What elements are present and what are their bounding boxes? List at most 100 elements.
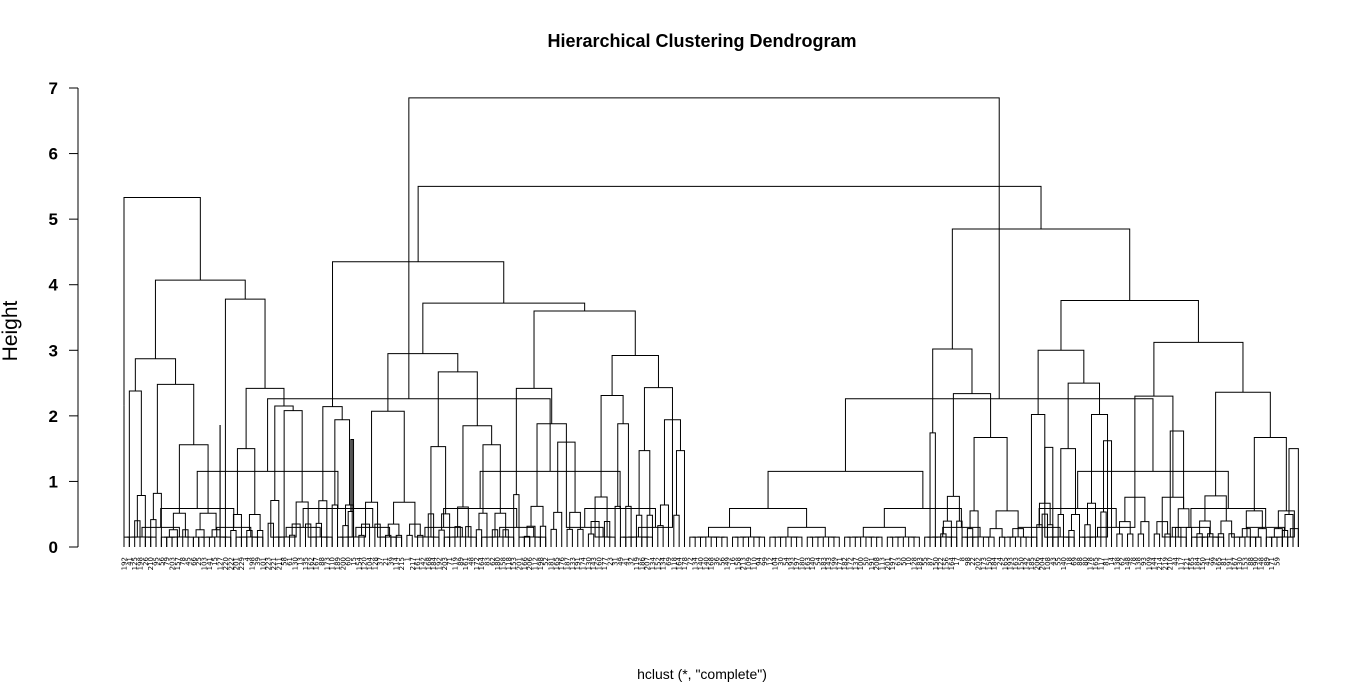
leaf-label: 16	[729, 556, 737, 565]
leaf-label: 164	[676, 556, 684, 570]
dendrogram-link	[1017, 526, 1061, 537]
x-axis-subtitle: hclust (*, "complete")	[637, 666, 767, 682]
dendrogram-link	[657, 525, 664, 547]
leaf-label: 140	[702, 557, 710, 570]
dendrogram-link	[966, 528, 974, 547]
dendrogram-link	[643, 387, 673, 451]
dendrogram-link	[499, 526, 535, 537]
leaf-label: 80	[1081, 557, 1089, 566]
dendrogram-link	[236, 448, 256, 515]
leaf-label: 167	[313, 557, 321, 570]
dendrogram-link	[630, 536, 637, 547]
dendrogram-link	[1153, 533, 1161, 547]
dendrogram-link	[1169, 430, 1185, 547]
y-tick-label: 1	[49, 472, 58, 491]
dendrogram-link	[417, 185, 1042, 262]
dendrogram-link	[1046, 524, 1054, 547]
dendrogram-link	[533, 310, 636, 389]
dendrogram-link	[1276, 536, 1283, 547]
dendrogram-link	[1134, 395, 1174, 498]
dendrogram-link	[523, 535, 531, 547]
leaf-label: 130	[291, 557, 299, 570]
leaf-label: 173	[323, 557, 331, 570]
dendrogram-link	[982, 536, 990, 547]
leaf-label: 199	[830, 557, 838, 570]
leaf-label: 168	[708, 557, 716, 570]
y-tick-label: 7	[49, 79, 58, 98]
leaf-label: 217	[409, 557, 417, 570]
dendrogram-link	[302, 507, 374, 528]
dendrogram-link	[156, 383, 195, 494]
dendrogram-link	[1185, 526, 1193, 547]
leaf-label: 180	[798, 557, 806, 570]
leaf-label: 133	[569, 557, 577, 570]
dendrogram-link	[956, 520, 963, 547]
dendrogram-link	[1255, 536, 1262, 547]
dendrogram-link	[1067, 382, 1101, 449]
leaf-label: 112	[532, 557, 540, 570]
dendrogram-link	[565, 442, 604, 537]
dendrogram-link	[154, 279, 246, 359]
dendrogram-link	[134, 358, 177, 391]
dendrogram-link	[216, 526, 252, 537]
leaf-label: 202	[975, 557, 983, 570]
leaf-label: 143	[825, 557, 833, 570]
leaf-label: 12	[766, 557, 774, 566]
dendrogram-link	[844, 398, 1154, 472]
dendrogram-link	[806, 536, 814, 547]
dendrogram-link	[148, 536, 157, 547]
leaf-label: 79	[163, 557, 171, 566]
dendrogram-link	[178, 444, 209, 514]
leaf-label: 128	[371, 557, 379, 570]
dendrogram-link	[721, 536, 728, 547]
leaf-label: 213	[740, 557, 748, 570]
dendrogram-link	[417, 534, 424, 547]
leaf-label: 158	[734, 557, 742, 570]
dendrogram-link	[828, 536, 835, 547]
dendrogram-link	[1038, 507, 1117, 528]
leaf-label: 183	[916, 557, 924, 570]
leaf-label: 61	[286, 557, 294, 566]
dendrogram-link	[769, 536, 776, 547]
dendrogram-link	[342, 525, 349, 547]
leaf-label: 31	[612, 557, 620, 566]
leaf-label: 49	[617, 557, 625, 566]
leaf-label: 89	[1263, 557, 1271, 566]
leaf-label: 137	[852, 557, 860, 570]
leaf-label: 22	[969, 557, 977, 566]
dendrogram-link	[430, 446, 447, 514]
leaf-label: 172	[846, 557, 854, 570]
dendrogram-link	[195, 529, 205, 547]
y-tick-label: 0	[49, 538, 58, 557]
leaf-label: 148	[1257, 557, 1265, 570]
dendrogram-link	[1288, 448, 1299, 547]
leaf-label: 160	[596, 557, 604, 570]
dendrogram-link	[1207, 533, 1214, 547]
dendrogram-link	[1161, 496, 1185, 522]
leaf-label: 55	[1055, 557, 1063, 566]
dendrogram-link	[942, 526, 981, 537]
dendrogram-link	[484, 529, 496, 538]
dendrogram-link	[267, 398, 551, 472]
dendrogram-link	[208, 536, 216, 547]
leaf-label: 193	[788, 557, 796, 570]
dendrogram-link	[1097, 497, 1136, 537]
leaf-label: 118	[670, 557, 678, 570]
leaf-label: 172	[473, 557, 481, 570]
dendrogram-link	[141, 526, 180, 537]
dendrogram-link	[515, 387, 553, 495]
leaf-label: 94	[756, 556, 764, 565]
leaf-label: 165	[1092, 557, 1100, 570]
leaf-label: 191	[574, 557, 582, 570]
leaf-label: 41	[126, 557, 134, 566]
leaf-label: 184	[1193, 556, 1201, 570]
leaf-label: 41	[622, 557, 630, 566]
leaf-label: 193	[1007, 557, 1015, 570]
leaf-label: 158	[499, 557, 507, 570]
dendrogram-link	[614, 505, 621, 547]
dendrogram-link	[481, 536, 488, 547]
dendrogram-link	[972, 536, 979, 547]
leaf-label: 83	[483, 557, 491, 566]
dendrogram-link	[886, 536, 894, 547]
